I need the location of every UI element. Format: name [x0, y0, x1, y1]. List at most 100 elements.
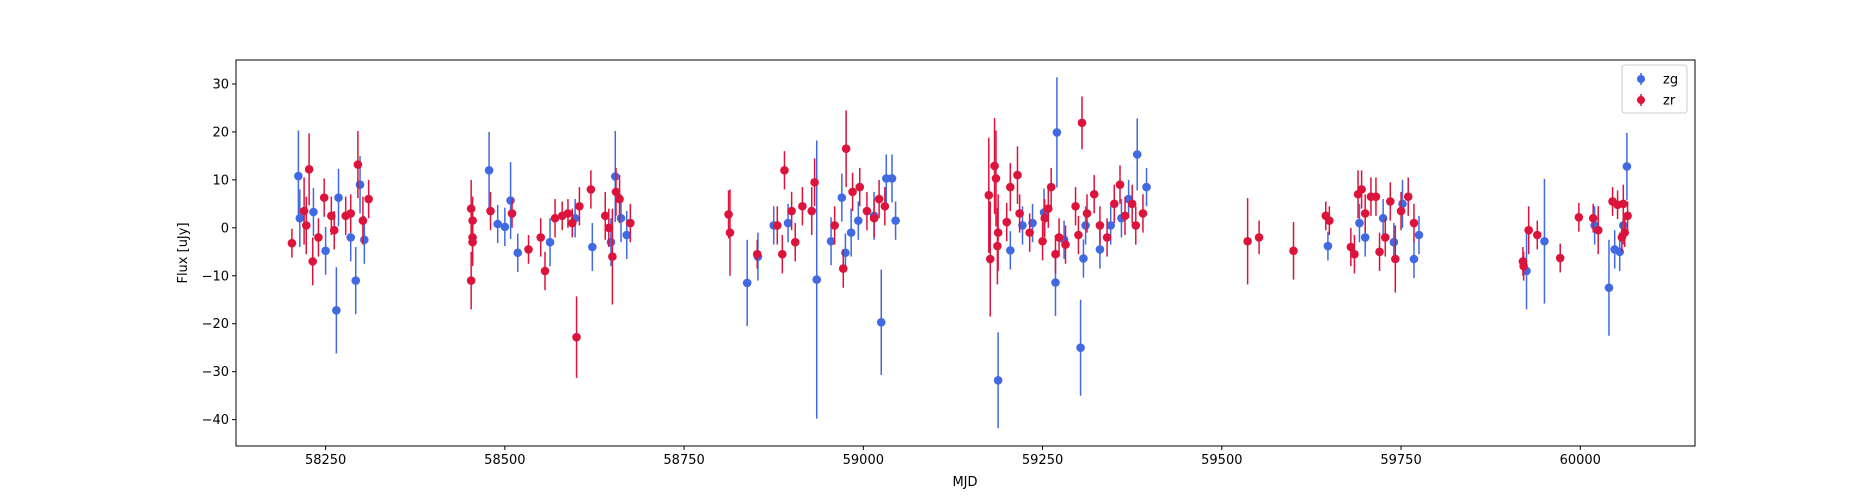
data-point — [575, 201, 584, 211]
data-point — [1051, 278, 1060, 287]
data-point — [1375, 247, 1384, 257]
data-point — [724, 210, 733, 219]
data-point — [486, 206, 495, 216]
plot-frame — [235, 59, 1696, 447]
data-point — [1076, 343, 1085, 353]
data-point — [1355, 218, 1364, 228]
data-point — [567, 218, 577, 228]
data-point — [854, 216, 863, 225]
data-point — [891, 216, 900, 225]
data-point — [1051, 249, 1060, 259]
data-point — [1127, 199, 1137, 209]
data-point — [1061, 240, 1070, 249]
data-point — [572, 332, 581, 342]
x-tick-label: 58500 — [484, 453, 525, 468]
y-tick-label: 30 — [212, 77, 229, 92]
data-point — [1074, 230, 1083, 240]
data-point — [294, 171, 303, 181]
data-point — [351, 276, 361, 285]
data-point — [1409, 218, 1419, 228]
data-point — [1360, 233, 1370, 242]
data-point — [1378, 213, 1388, 223]
data-point — [880, 201, 890, 211]
data-point — [287, 238, 297, 248]
data-point — [1109, 199, 1119, 209]
data-point — [536, 233, 546, 242]
data-point — [332, 306, 341, 315]
data-point — [1519, 261, 1528, 271]
legend-label-zr: zr — [1663, 94, 1676, 109]
data-point — [545, 237, 555, 247]
data-point — [1574, 212, 1584, 222]
data-point — [841, 144, 851, 154]
data-point — [1360, 209, 1370, 218]
data-point — [810, 177, 819, 187]
data-point — [1120, 211, 1130, 221]
data-point — [807, 206, 817, 216]
data-point — [1102, 233, 1112, 242]
x-tick-label: 58250 — [305, 453, 346, 468]
data-point — [1346, 242, 1356, 252]
data-point — [513, 248, 523, 258]
data-point — [1350, 249, 1359, 259]
data-point — [1089, 189, 1099, 199]
data-point — [500, 222, 510, 232]
data-point — [358, 216, 368, 225]
data-point — [1038, 236, 1047, 246]
data-point — [1532, 230, 1542, 240]
legend-handle-marker — [1637, 75, 1645, 83]
data-point — [309, 207, 318, 217]
data-point — [812, 275, 822, 284]
data-point — [1142, 182, 1151, 192]
data-point — [1106, 221, 1115, 230]
data-point — [993, 228, 1003, 237]
data-point — [862, 206, 872, 216]
data-point — [1138, 209, 1148, 218]
legend-handle-marker — [1637, 96, 1645, 104]
data-point — [588, 242, 597, 252]
data-point — [586, 185, 596, 194]
x-tick-label: 59250 — [1022, 453, 1063, 468]
data-point — [466, 204, 476, 213]
data-point — [1115, 180, 1125, 189]
data-point — [1077, 118, 1087, 128]
y-tick-label: −10 — [202, 269, 229, 284]
data-point — [993, 376, 1003, 385]
data-point — [874, 194, 884, 204]
plot-area — [287, 77, 1632, 429]
data-point — [321, 246, 330, 256]
data-point — [1325, 216, 1334, 225]
data-point — [725, 228, 735, 237]
data-point — [1131, 221, 1141, 230]
data-point — [334, 193, 343, 202]
data-point — [308, 257, 318, 266]
data-point — [540, 266, 550, 276]
y-tick-label: −30 — [202, 365, 229, 380]
data-point — [1593, 225, 1603, 235]
data-point — [346, 209, 356, 218]
data-point — [1082, 209, 1092, 218]
data-point — [1081, 221, 1090, 230]
data-point — [295, 213, 305, 223]
data-point — [1289, 246, 1298, 256]
data-point — [355, 180, 365, 189]
data-point — [622, 230, 632, 240]
data-point — [1323, 241, 1333, 251]
data-point — [772, 221, 782, 230]
data-point — [550, 213, 560, 223]
data-point — [1414, 230, 1424, 240]
data-point — [1071, 201, 1080, 211]
data-point — [606, 237, 616, 247]
data-point — [319, 193, 329, 202]
data-point — [1540, 236, 1549, 246]
data-point — [838, 264, 848, 273]
y-axis: −40 −30 −20 −10 0 10 20 30 — [202, 77, 236, 428]
data-point — [1391, 254, 1400, 264]
data-point — [1357, 185, 1366, 194]
data-point — [304, 165, 314, 174]
data-point — [301, 221, 311, 230]
data-point — [466, 276, 476, 285]
data-point — [493, 219, 502, 229]
data-point — [876, 317, 886, 327]
